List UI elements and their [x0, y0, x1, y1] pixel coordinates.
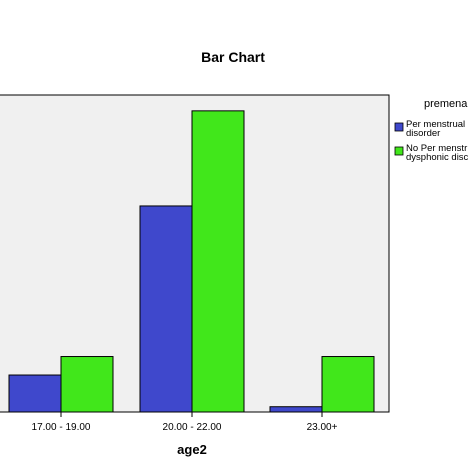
x-tick-label: 20.00 - 22.00 — [163, 422, 222, 433]
legend-swatch-1 — [394, 122, 404, 132]
bar-series1-1 — [8, 374, 62, 413]
bar-series2-2 — [191, 110, 245, 413]
x-tick-labels: 17.00 - 19.00 20.00 - 22.00 23.00+ — [32, 412, 338, 433]
legend-label-2: No Per menstr — [406, 143, 467, 154]
x-tick-label: 23.00+ — [307, 422, 338, 433]
legend-title: premena — [424, 98, 468, 110]
legend-label-1: Per menstrual — [406, 119, 465, 130]
bars-group — [8, 110, 375, 413]
bar-series1-3 — [269, 406, 323, 413]
chart-title: Bar Chart — [201, 49, 265, 65]
legend-label-2: dysphonic disc — [406, 152, 469, 163]
bar-series2-3 — [321, 356, 375, 413]
bar-series2-1 — [60, 356, 114, 413]
legend-label-1: disorder — [406, 128, 440, 139]
x-axis-label: age2 — [177, 442, 207, 457]
x-tick-label: 17.00 - 19.00 — [32, 422, 91, 433]
legend-swatch-2 — [394, 146, 404, 156]
bar-series1-2 — [139, 205, 193, 413]
